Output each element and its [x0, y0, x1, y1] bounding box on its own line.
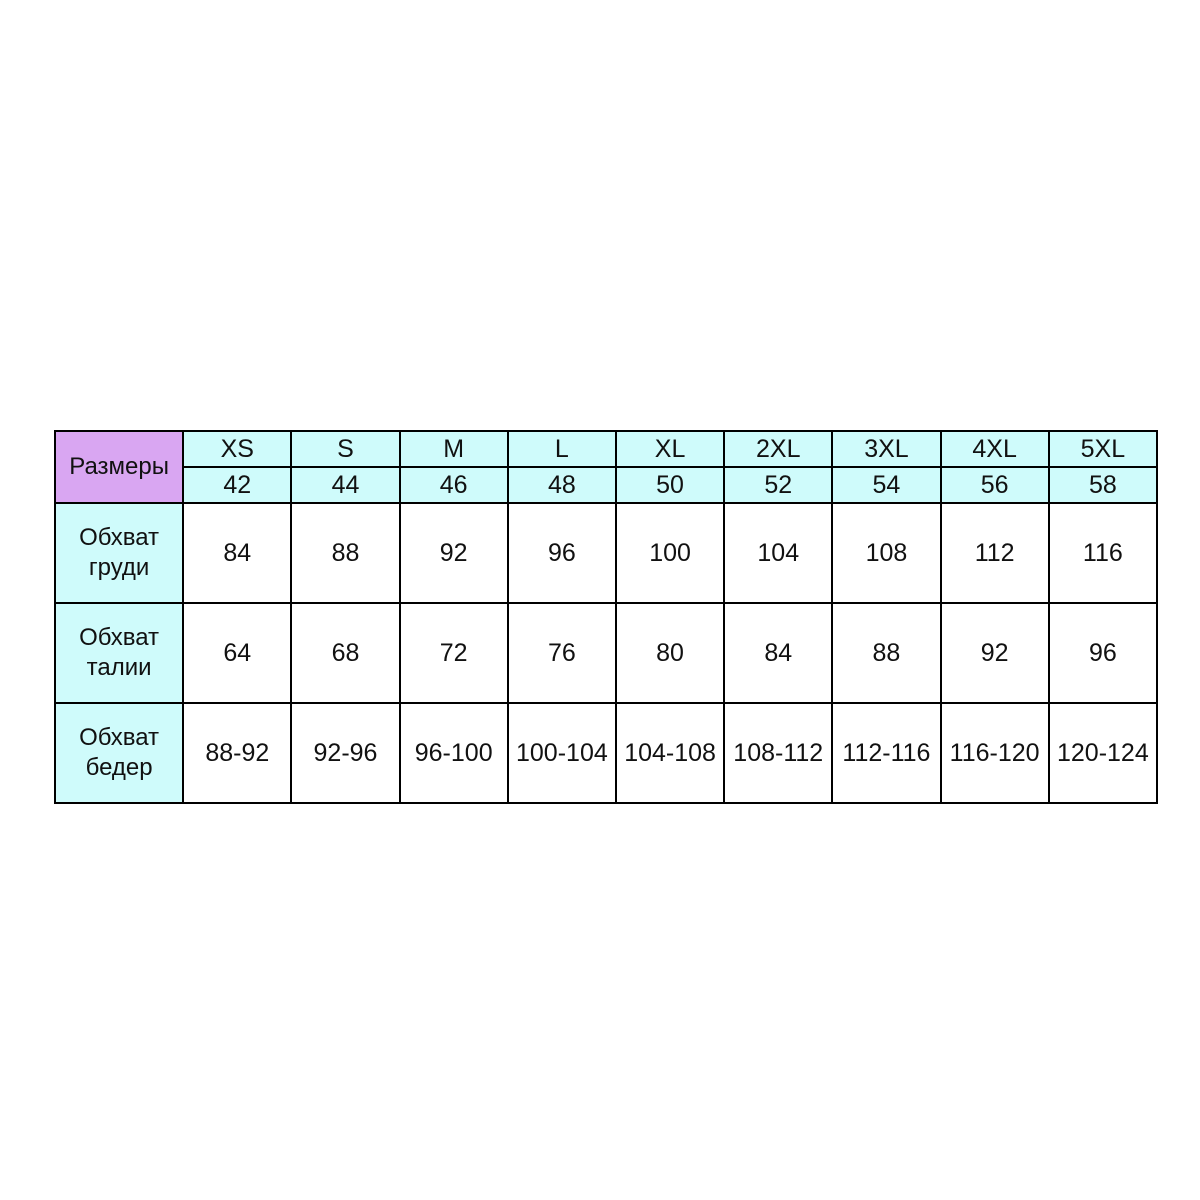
size-letter-3xl: 3XL [831, 430, 942, 468]
chest-value-l: 96 [506, 502, 617, 604]
waist-value-2xl: 84 [723, 602, 834, 704]
hips-value-2xl: 108-112 [723, 702, 834, 804]
chest-value-xs: 84 [182, 502, 293, 604]
waist-value-s: 68 [290, 602, 401, 704]
size-chart-container: Размеры XS S M L XL 2XL 3XL 4XL 5XL 42 4… [53, 430, 1159, 804]
size-letter-5xl: 5XL [1047, 430, 1159, 468]
row-label-hips-line2: бедер [85, 754, 153, 781]
table-body: Обхват груди 84 88 92 96 100 104 108 112… [53, 502, 1159, 804]
chest-value-xl: 100 [614, 502, 726, 604]
row-label-waist: Обхват талии [53, 602, 185, 704]
chest-value-2xl: 104 [723, 502, 834, 604]
hips-value-s: 92-96 [290, 702, 401, 804]
size-letter-m: M [398, 430, 509, 468]
waist-value-l: 76 [506, 602, 617, 704]
waist-value-3xl: 88 [831, 602, 942, 704]
size-number-48: 48 [506, 466, 617, 504]
table-row-chest: Обхват груди 84 88 92 96 100 104 108 112… [53, 502, 1159, 604]
hips-value-3xl: 112-116 [831, 702, 942, 804]
size-letter-xs: XS [182, 430, 293, 468]
corner-header-sizes: Размеры [53, 430, 185, 504]
row-label-chest-line2: груди [88, 554, 150, 581]
hips-value-5xl: 120-124 [1047, 702, 1159, 804]
waist-value-xl: 80 [614, 602, 726, 704]
size-number-42: 42 [182, 466, 293, 504]
row-label-chest: Обхват груди [53, 502, 185, 604]
hips-value-l: 100-104 [506, 702, 617, 804]
hips-value-xl: 104-108 [614, 702, 726, 804]
size-chart-table: Размеры XS S M L XL 2XL 3XL 4XL 5XL 42 4… [53, 430, 1159, 804]
row-label-chest-line1: Обхват [79, 524, 160, 551]
row-label-hips: Обхват бедер [53, 702, 185, 804]
chest-value-4xl: 112 [939, 502, 1050, 604]
table-row-hips: Обхват бедер 88-92 92-96 96-100 100-104 … [53, 702, 1159, 804]
size-number-58: 58 [1047, 466, 1159, 504]
header-row-numbers: 42 44 46 48 50 52 54 56 58 [55, 466, 1159, 504]
hips-value-4xl: 116-120 [939, 702, 1050, 804]
row-label-waist-line2: талии [86, 654, 152, 681]
chest-value-5xl: 116 [1047, 502, 1159, 604]
waist-value-m: 72 [398, 602, 509, 704]
row-label-hips-line1: Обхват [79, 724, 160, 751]
waist-value-4xl: 92 [939, 602, 1050, 704]
size-number-52: 52 [723, 466, 834, 504]
size-number-46: 46 [398, 466, 509, 504]
header-row-letters: Размеры XS S M L XL 2XL 3XL 4XL 5XL [53, 430, 1159, 504]
size-number-56: 56 [939, 466, 1050, 504]
hips-value-m: 96-100 [398, 702, 509, 804]
size-letter-xl: XL [614, 430, 726, 468]
size-letter-s: S [290, 430, 401, 468]
hips-value-xs: 88-92 [182, 702, 293, 804]
chest-value-m: 92 [398, 502, 509, 604]
chest-value-3xl: 108 [831, 502, 942, 604]
size-letter-2xl: 2XL [723, 430, 834, 468]
table-header: Размеры XS S M L XL 2XL 3XL 4XL 5XL 42 4… [53, 430, 1159, 504]
table-row-waist: Обхват талии 64 68 72 76 80 84 88 92 96 [53, 602, 1159, 704]
size-number-50: 50 [614, 466, 726, 504]
size-letter-l: L [506, 430, 617, 468]
waist-value-xs: 64 [182, 602, 293, 704]
waist-value-5xl: 96 [1047, 602, 1159, 704]
size-number-44: 44 [290, 466, 401, 504]
chest-value-s: 88 [290, 502, 401, 604]
size-number-54: 54 [831, 466, 942, 504]
size-letter-4xl: 4XL [939, 430, 1050, 468]
row-label-waist-line1: Обхват [79, 624, 160, 651]
